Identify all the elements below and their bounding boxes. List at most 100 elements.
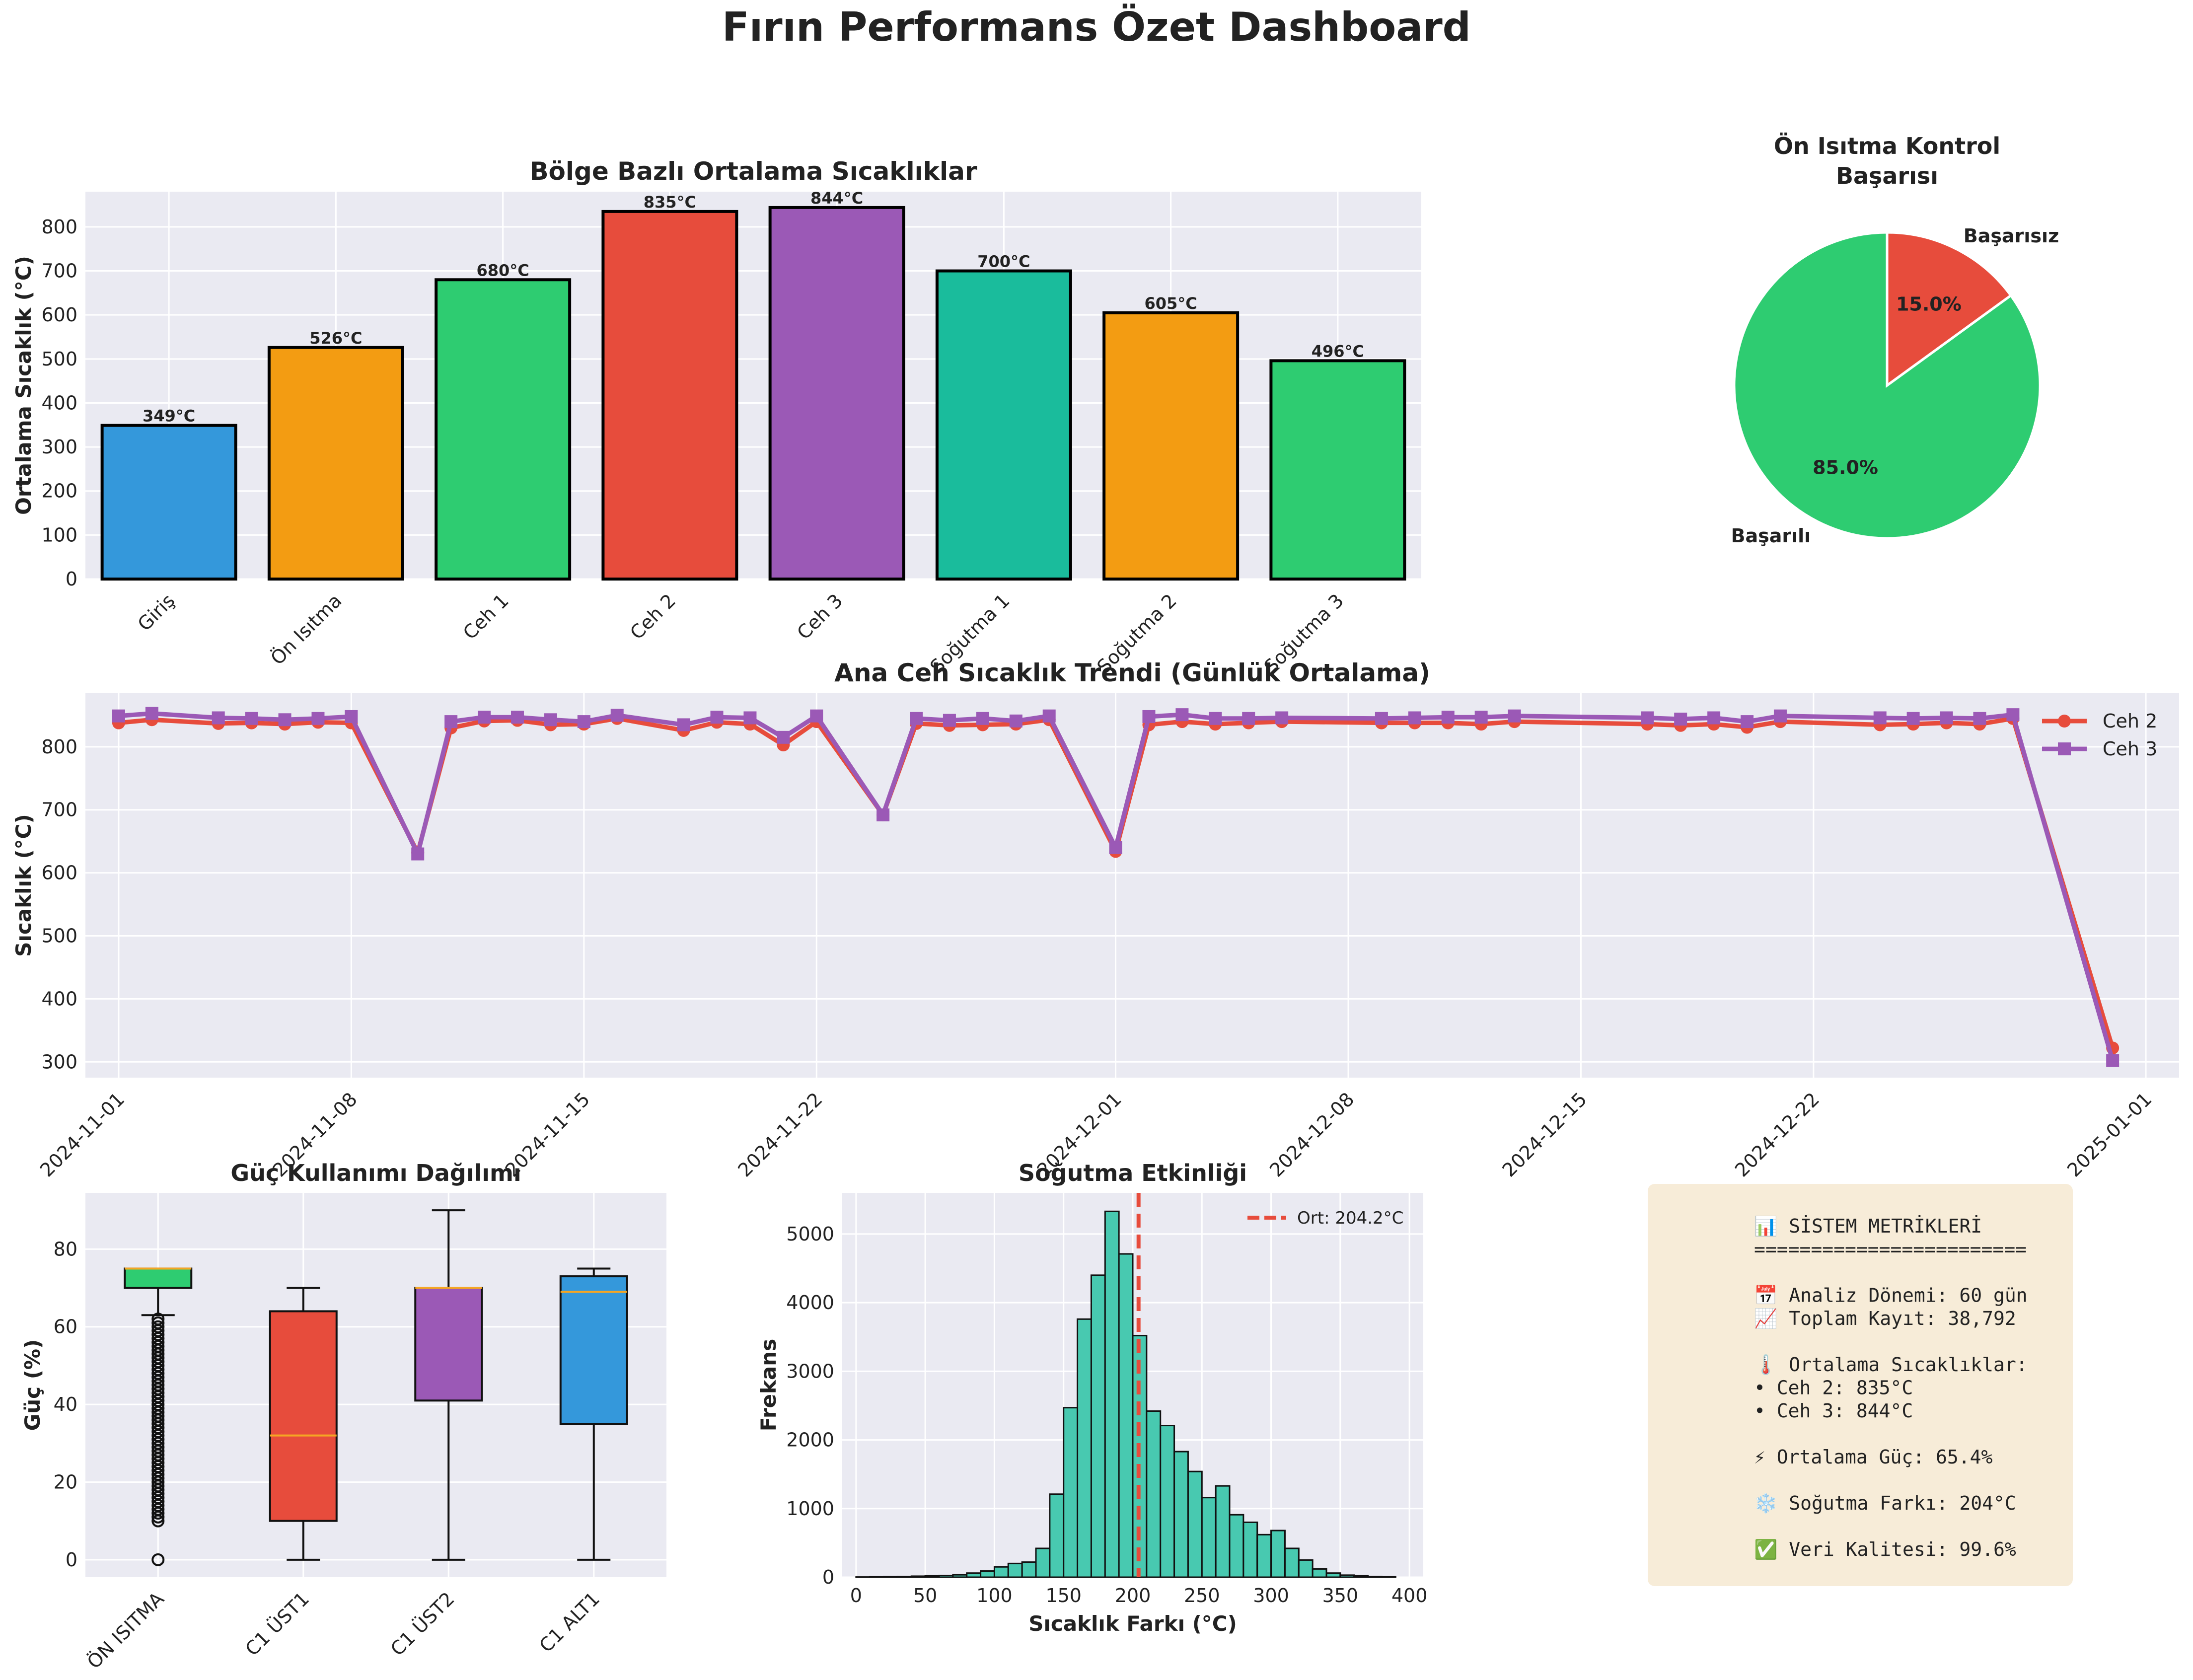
box-body <box>269 1310 338 1522</box>
histogram-bar <box>1173 1451 1189 1578</box>
data-point <box>743 711 757 725</box>
histogram-bar <box>980 1570 995 1578</box>
data-point <box>1773 709 1787 723</box>
pie-slice-label: Başarısız <box>1964 225 2059 247</box>
data-point <box>1741 715 1754 729</box>
data-point <box>1906 712 1920 725</box>
pie-percent-label: 15.0% <box>1896 293 1962 315</box>
data-point <box>1009 714 1023 728</box>
y-tick-label: 2000 <box>786 1429 834 1451</box>
data-point <box>943 714 956 727</box>
chart-title-line: Başarısı <box>1836 162 1938 189</box>
histogram-bar <box>1284 1547 1300 1578</box>
legend-label: Ort: 204.2°C <box>1297 1208 1403 1228</box>
page-title: Fırın Performans Özet Dashboard <box>722 3 1471 50</box>
y-tick-label: 40 <box>54 1393 77 1415</box>
histogram-bar <box>1146 1410 1162 1578</box>
legend-marker <box>2058 715 2071 728</box>
bar <box>935 269 1072 581</box>
y-tick-label: 700 <box>41 260 77 282</box>
histogram-bar <box>1007 1562 1023 1578</box>
box-body <box>414 1287 483 1402</box>
metrics-line: 📅 Analiz Dönemi: 60 gün <box>1754 1285 2028 1307</box>
y-tick-label: 700 <box>41 799 77 821</box>
chart-title: Ana Ceh Sıcaklık Trendi (Günlük Ortalama… <box>834 658 1430 687</box>
histogram-bar <box>1035 1547 1051 1578</box>
histogram-bar <box>1021 1561 1037 1578</box>
metrics-line: • Ceh 2: 835°C <box>1754 1377 1913 1399</box>
bar <box>267 346 404 581</box>
data-point <box>777 730 790 744</box>
data-point <box>1275 711 1289 725</box>
y-tick-label: 600 <box>41 304 77 326</box>
histogram-bar <box>993 1566 1009 1578</box>
histogram-bar <box>938 1575 954 1578</box>
y-axis-label: Ortalama Sıcaklık (°C) <box>11 256 36 515</box>
histogram-bar <box>924 1575 940 1578</box>
data-point <box>1707 711 1721 725</box>
y-tick-label: 0 <box>66 568 77 590</box>
histogram-bar <box>1256 1534 1272 1578</box>
zone-temperature-bar-chart: 0100200300400500600700800349°CGiriş526°C… <box>11 157 1421 678</box>
y-tick-label: 0 <box>822 1566 834 1588</box>
data-point <box>976 712 989 725</box>
data-point <box>212 711 225 725</box>
bar-value-label: 844°C <box>810 189 863 208</box>
box-outlier <box>151 1320 165 1333</box>
data-point <box>1441 711 1455 724</box>
x-tick-label: 100 <box>976 1585 1013 1607</box>
histogram-bar <box>1339 1574 1355 1578</box>
y-axis-label: Güç (%) <box>20 1339 45 1431</box>
y-tick-label: 0 <box>66 1549 77 1571</box>
data-point <box>1242 712 1255 725</box>
x-tick-label: 400 <box>1391 1585 1428 1607</box>
data-point <box>1375 712 1388 725</box>
y-tick-label: 300 <box>41 436 77 458</box>
histogram-bar <box>1201 1497 1217 1578</box>
y-tick-label: 1000 <box>786 1498 834 1520</box>
data-point <box>1873 711 1887 725</box>
metrics-line: ❄️ Soğutma Farkı: 204°C <box>1754 1492 2016 1514</box>
y-tick-label: 400 <box>41 988 77 1010</box>
x-tick-label: 300 <box>1253 1585 1289 1607</box>
metrics-line: ⚡ Ortalama Güç: 65.4% <box>1754 1446 1993 1468</box>
bar-value-label: 700°C <box>977 252 1030 271</box>
histogram-bar <box>1104 1210 1120 1578</box>
data-point <box>145 707 158 720</box>
x-tick-label: 350 <box>1322 1585 1359 1607</box>
bar <box>435 278 572 581</box>
y-tick-label: 800 <box>41 216 77 238</box>
data-point <box>877 808 890 821</box>
data-point <box>478 711 491 724</box>
y-tick-label: 3000 <box>786 1360 834 1382</box>
data-point <box>1042 709 1056 723</box>
bar-value-label: 835°C <box>644 193 696 212</box>
data-point <box>677 718 690 731</box>
data-point <box>345 710 358 723</box>
x-tick-label: 50 <box>913 1585 937 1607</box>
pie-slice-label: Başarılı <box>1731 525 1811 547</box>
histogram-bar <box>1187 1470 1203 1578</box>
y-axis-label: Frekans <box>756 1339 781 1431</box>
histogram-bar <box>1298 1559 1314 1578</box>
data-point <box>2006 708 2020 722</box>
x-axis-label: Sıcaklık Farkı (°C) <box>1028 1611 1237 1636</box>
histogram-bar <box>1215 1485 1231 1578</box>
chart-title: Bölge Bazlı Ortalama Sıcaklıklar <box>529 157 977 186</box>
data-point <box>1641 711 1654 725</box>
box-body <box>124 1267 193 1289</box>
histogram-bar <box>1353 1575 1369 1578</box>
bar-value-label: 680°C <box>476 261 529 280</box>
data-point <box>278 713 292 727</box>
y-tick-label: 5000 <box>786 1223 834 1245</box>
chart-title-line: Ön Isıtma Kontrol <box>1774 133 2000 159</box>
y-axis-label: Sıcaklık (°C) <box>11 814 36 956</box>
metrics-line: ✅ Veri Kalitesi: 99.6% <box>1754 1538 2016 1560</box>
data-point <box>411 847 425 861</box>
legend-marker <box>2058 742 2071 755</box>
metrics-line: ======================== <box>1754 1239 2027 1260</box>
bar-value-label: 526°C <box>309 329 362 348</box>
data-point <box>1973 712 1986 725</box>
